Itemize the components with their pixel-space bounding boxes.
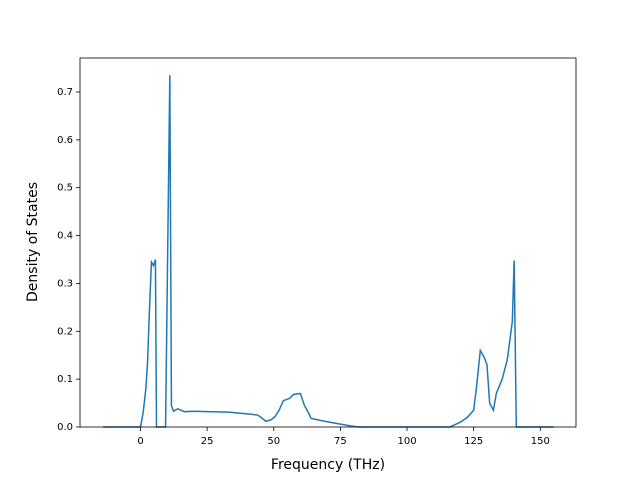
y-tick-label: 0.6: [57, 135, 73, 146]
y-tick-label: 0.2: [57, 326, 73, 337]
x-tick-label: 0: [137, 436, 143, 447]
x-tick-label: 50: [267, 436, 280, 447]
y-tick-label: 0.4: [57, 231, 73, 242]
x-tick-label: 125: [464, 436, 483, 447]
y-tick-label: 0.3: [57, 278, 73, 289]
y-axis-label: Density of States: [25, 182, 41, 302]
x-axis-label: Frequency (THz): [271, 457, 385, 473]
x-tick-label: 25: [201, 436, 214, 447]
x-tick-label: 150: [531, 436, 550, 447]
data-line: [103, 75, 554, 428]
y-tick-label: 0.0: [57, 422, 73, 433]
y-tick-label: 0.5: [57, 183, 73, 194]
plot-frame: [79, 57, 577, 428]
x-tick-label: 75: [334, 436, 347, 447]
x-tick-label: 100: [397, 436, 416, 447]
y-tick-label: 0.1: [57, 374, 73, 385]
y-tick-label: 0.7: [57, 87, 73, 98]
